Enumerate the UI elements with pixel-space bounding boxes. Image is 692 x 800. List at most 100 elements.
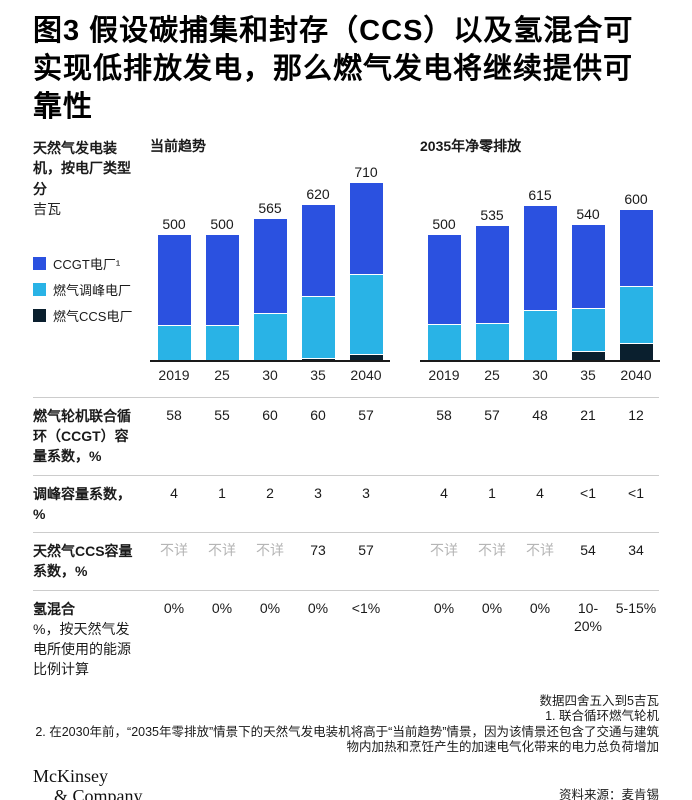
table-cell: 1 bbox=[218, 484, 226, 501]
table-cell: 不详 bbox=[208, 542, 236, 559]
cell-group-left: 58 55 60 60 57 bbox=[150, 407, 390, 467]
bar-segment-ccs bbox=[301, 357, 335, 360]
bar-column: 500 bbox=[150, 216, 198, 360]
table-cell: 5-15% bbox=[615, 600, 657, 617]
x-tick-label: 2040 bbox=[350, 367, 382, 383]
table-cell: 57 bbox=[484, 407, 500, 423]
table-cell: 58 bbox=[166, 407, 182, 423]
bar-segment-peaker bbox=[523, 310, 557, 360]
bar-segment-ccgt bbox=[253, 218, 287, 313]
table-row: 氢混合 %，按天然气发电所使用的能源比例计算 0% 0% 0% 0% <1% 0% 0% 0% 10… bbox=[33, 590, 659, 688]
table-cell: 1 bbox=[488, 484, 496, 501]
table-cell: 不详 bbox=[478, 542, 506, 559]
bar-segment-ccs bbox=[571, 351, 605, 360]
stacked-bar bbox=[157, 235, 191, 360]
table-cell: 54 bbox=[580, 542, 596, 559]
bar-segment-ccgt bbox=[301, 205, 335, 297]
bar-segment-ccgt bbox=[157, 235, 191, 325]
stacked-bar bbox=[475, 226, 509, 360]
bar-total-label: 710 bbox=[354, 163, 378, 180]
cell-group-left: 不详 不详 不详 73 57 bbox=[150, 542, 390, 582]
footnote-1: 1. 联合循环燃气轮机 bbox=[545, 709, 659, 724]
bar-column: 600 bbox=[612, 191, 660, 360]
chart-legend: CCGT电厂¹ 燃气调峰电厂 燃气CCS电厂 bbox=[33, 254, 133, 325]
stacked-bar-plot: 500 500 565 620 710 bbox=[150, 158, 390, 360]
x-tick-label: 35 bbox=[580, 367, 596, 383]
bar-total-label: 500 bbox=[432, 216, 456, 232]
panel-title: 2035年净零排放 bbox=[420, 138, 522, 154]
bar-total-label: 500 bbox=[162, 216, 186, 232]
stacked-bar bbox=[571, 225, 605, 360]
figure-title: 图3 假设碳捕集和封存（CCS）以及氢混合可实现低排放发电，那么燃气发电将继续提… bbox=[33, 15, 634, 123]
legend-label: 燃气CCS电厂 bbox=[53, 308, 133, 324]
ccs-swatch-icon bbox=[33, 308, 46, 322]
bar-segment-ccgt bbox=[475, 226, 509, 323]
legend-item-ccgt: CCGT电厂¹ bbox=[33, 254, 133, 273]
table-cell: <1 bbox=[628, 484, 644, 501]
table-cell: 60 bbox=[262, 407, 278, 423]
table-cell: 12 bbox=[628, 407, 644, 423]
bar-total-label: 540 bbox=[576, 206, 600, 222]
bar-segment-peaker bbox=[619, 286, 653, 343]
x-tick-label: 30 bbox=[532, 367, 548, 383]
table-cell: 0% bbox=[481, 600, 503, 617]
stacked-bar bbox=[427, 235, 461, 360]
logo-line-1: McKinsey bbox=[33, 765, 108, 786]
table-cell: 4 bbox=[536, 484, 544, 501]
cell-group-right: 58 57 48 21 12 bbox=[420, 407, 660, 467]
bar-segment-ccgt bbox=[523, 206, 557, 310]
y-axis-label: 天然气发电装机，按电厂类型分 bbox=[33, 140, 131, 197]
cell-group-left: 4 1 2 3 3 bbox=[150, 485, 390, 525]
footnote-2: 2. 在2030年前，“2035年零排放”情景下的天然气发电装机将高于“当前趋势… bbox=[35, 724, 659, 755]
bar-segment-peaker bbox=[475, 322, 509, 360]
table-cell: 2 bbox=[266, 484, 274, 501]
row-label: 燃气轮机联合循环（CCGT）容量系数，% bbox=[33, 408, 131, 464]
row-label: 氢混合 %，按天然气发电所使用的能源比例计算 bbox=[33, 601, 131, 677]
x-tick-label: 2019 bbox=[428, 367, 460, 383]
bar-segment-peaker bbox=[157, 325, 191, 360]
cell-group-right: 4 1 4 <1 <1 bbox=[420, 485, 660, 525]
bar-column: 620 bbox=[294, 186, 342, 360]
x-tick-label: 25 bbox=[484, 367, 500, 383]
table-cell: 0% bbox=[163, 600, 185, 617]
bar-total-label: 615 bbox=[528, 187, 552, 204]
capacity-factor-table: 燃气轮机联合循环（CCGT）容量系数，% 58 55 60 60 57 58 57 48 21 12… bbox=[33, 397, 659, 688]
bar-total-label: 500 bbox=[210, 216, 234, 232]
bar-segment-peaker bbox=[349, 273, 383, 354]
bar-segment-peaker bbox=[571, 307, 605, 352]
mckinsey-logo: McKinsey & Company bbox=[33, 766, 143, 800]
table-cell: 57 bbox=[358, 542, 374, 559]
table-cell: 不详 bbox=[526, 542, 554, 559]
row-label: 天然气CCS容量系数，% bbox=[33, 543, 133, 580]
stacked-bar bbox=[301, 205, 335, 360]
stacked-bar bbox=[619, 210, 653, 360]
bar-total-label: 600 bbox=[624, 191, 648, 207]
peaker-swatch-icon bbox=[33, 282, 46, 296]
table-cell: 4 bbox=[440, 484, 448, 501]
legend-item-peaker: 燃气调峰电厂 bbox=[33, 280, 133, 299]
table-cell: 34 bbox=[628, 542, 644, 559]
chart-section: 天然气发电装机，按电厂类型分 吉瓦 CCGT电厂¹ 燃气调峰电厂 燃气CCS电厂… bbox=[33, 136, 660, 383]
stacked-bar bbox=[205, 235, 239, 360]
bar-segment-peaker bbox=[301, 296, 335, 358]
cell-group-right: 0% 0% 0% 10-20% 5-15% bbox=[420, 600, 660, 680]
stacked-bar bbox=[349, 182, 383, 360]
bar-column: 615 bbox=[516, 187, 564, 360]
table-cell: 4 bbox=[170, 484, 178, 501]
table-cell: 不详 bbox=[160, 542, 188, 559]
x-tick-label: 35 bbox=[310, 367, 326, 383]
table-cell: 不详 bbox=[256, 542, 284, 559]
bar-segment-peaker bbox=[427, 323, 461, 360]
table-cell: 10-20% bbox=[573, 600, 603, 634]
bar-column: 710 bbox=[342, 163, 390, 360]
table-cell: 不详 bbox=[430, 542, 458, 559]
table-cell: 57 bbox=[358, 407, 374, 423]
bar-segment-ccs bbox=[619, 342, 653, 360]
bar-column: 535 bbox=[468, 207, 516, 360]
y-axis-unit: 吉瓦 bbox=[33, 200, 61, 217]
ccgt-swatch-icon bbox=[33, 256, 46, 270]
chart-panel-net-zero-2035: 2035年净零排放 500 535 615 540 600 2019 25 30 35 2040 bbox=[420, 136, 660, 383]
footnotes: 数据四舍五入到5吉瓦 1. 联合循环燃气轮机 2. 在2030年前，“2035年… bbox=[33, 694, 659, 756]
bar-segment-ccgt bbox=[619, 210, 653, 287]
